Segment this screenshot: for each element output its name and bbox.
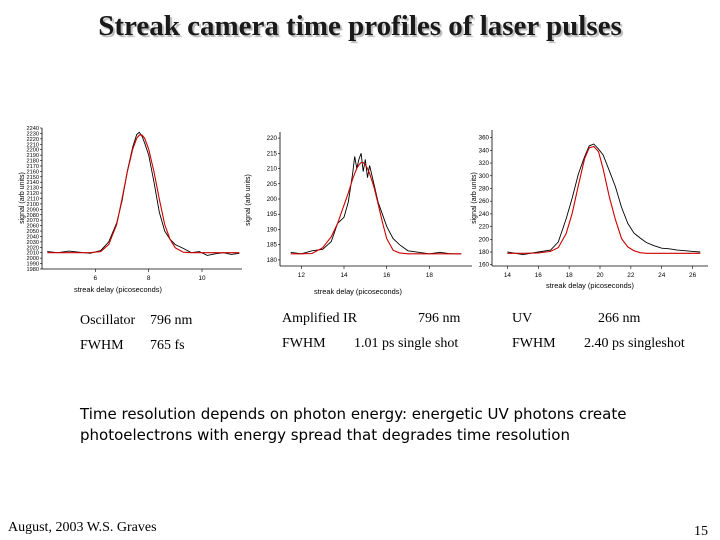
y-tick-label: 2220 bbox=[27, 137, 39, 143]
y-tick-label: 340 bbox=[479, 147, 490, 154]
uv-fwhm-label: FWHM bbox=[512, 336, 556, 351]
x-tick-label: 24 bbox=[658, 272, 666, 279]
oscillator-wavelength: 796 nm bbox=[150, 313, 193, 328]
y-tick-label: 205 bbox=[267, 181, 278, 188]
oscillator-chart: 1980199020002010202020302040205020602070… bbox=[19, 126, 242, 294]
x-tick-label: 26 bbox=[689, 272, 697, 279]
y-tick-label: 2070 bbox=[27, 218, 39, 224]
slide-title: Streak camera time profiles of laser pul… bbox=[98, 10, 622, 42]
x-tick-label: 14 bbox=[340, 272, 348, 279]
x-tick-label: 16 bbox=[383, 272, 391, 279]
y-tick-label: 2130 bbox=[27, 186, 39, 192]
x-tick-label: 16 bbox=[535, 272, 543, 279]
y-tick-label: 2200 bbox=[27, 148, 39, 154]
y-tick-label: 2140 bbox=[27, 180, 39, 186]
ir-fwhm-label: FWHM bbox=[282, 336, 326, 351]
y-tick-label: 160 bbox=[479, 262, 490, 269]
y-tick-label: 220 bbox=[267, 135, 278, 142]
oscillator-fwhm-value: 765 fs bbox=[150, 338, 185, 353]
uv-name: UV bbox=[512, 311, 533, 326]
footer-author-date: August, 2003 W.S. Graves bbox=[8, 520, 157, 535]
y-tick-label: 2230 bbox=[27, 131, 39, 137]
uv-chart: 160 180 200 220 240 260 280 300 320 340 360 14 16 18 2… bbox=[471, 130, 708, 290]
oscillator-name: Oscillator bbox=[80, 313, 136, 328]
y-tick-label: 180 bbox=[479, 249, 490, 256]
y-tick-label: 2060 bbox=[27, 224, 39, 230]
y-tick-label: 2120 bbox=[27, 191, 39, 197]
x-tick-label: 20 bbox=[596, 272, 604, 279]
y-tick-label: 240 bbox=[479, 211, 490, 218]
y-tick-label: 1990 bbox=[27, 262, 39, 268]
y-tick-label: 1980 bbox=[27, 267, 39, 273]
y-tick-label: 2020 bbox=[27, 245, 39, 251]
oscillator-fwhm-label: FWHM bbox=[80, 338, 124, 353]
page-number: 15 bbox=[694, 524, 708, 539]
measured-series-line bbox=[290, 153, 462, 255]
measured-series-line bbox=[47, 131, 240, 256]
y-tick-label: 210 bbox=[267, 166, 278, 173]
y-tick-label: 200 bbox=[267, 196, 278, 203]
y-tick-label: 2010 bbox=[27, 251, 39, 257]
x-axis-label: streak delay (picoseconds) bbox=[74, 285, 162, 294]
y-tick-label: 215 bbox=[267, 150, 278, 157]
amplified-ir-chart: 180 185 190 195 200 205 210 215 220 12 14 16 18 strea… bbox=[245, 132, 472, 296]
time-resolution-note: Time resolution depends on photon energy… bbox=[80, 405, 627, 444]
uv-fwhm-value: 2.40 ps singleshot bbox=[584, 336, 685, 351]
y-tick-label: 195 bbox=[267, 211, 278, 218]
x-tick-label: 10 bbox=[198, 275, 206, 282]
fit-series-line bbox=[507, 145, 701, 254]
y-axis-label: signal (arb units) bbox=[19, 172, 26, 224]
y-tick-label: 220 bbox=[479, 224, 490, 231]
ir-fwhm-value: 1.01 ps single shot bbox=[354, 336, 459, 351]
y-tick-label: 280 bbox=[479, 185, 490, 192]
y-tick-label: 2240 bbox=[27, 126, 39, 132]
fit-series-line bbox=[290, 161, 462, 255]
y-tick-label: 2050 bbox=[27, 229, 39, 235]
y-tick-label: 2090 bbox=[27, 207, 39, 213]
y-tick-label: 2190 bbox=[27, 153, 39, 159]
x-tick-label: 12 bbox=[298, 272, 306, 279]
fit-series-line bbox=[47, 134, 240, 254]
y-tick-label: 2170 bbox=[27, 164, 39, 170]
y-tick-label: 320 bbox=[479, 160, 490, 167]
y-tick-label: 2110 bbox=[27, 197, 39, 203]
y-tick-label: 2100 bbox=[27, 202, 39, 208]
uv-wavelength: 266 nm bbox=[598, 311, 641, 326]
y-tick-label: 2000 bbox=[27, 256, 39, 262]
measured-series-line bbox=[507, 143, 701, 256]
y-tick-label: 360 bbox=[479, 135, 490, 142]
ir-name: Amplified IR bbox=[282, 311, 358, 326]
y-tick-label: 2080 bbox=[27, 213, 39, 219]
x-tick-label: 8 bbox=[147, 275, 151, 282]
y-tick-label: 2160 bbox=[27, 169, 39, 175]
y-tick-label: 2150 bbox=[27, 175, 39, 181]
y-tick-label: 2040 bbox=[27, 234, 39, 240]
y-tick-label: 180 bbox=[267, 257, 278, 264]
y-tick-label: 185 bbox=[267, 242, 278, 249]
y-tick-label: 2180 bbox=[27, 159, 39, 165]
x-tick-label: 6 bbox=[94, 275, 98, 282]
y-tick-label: 200 bbox=[479, 236, 490, 243]
ir-wavelength: 796 nm bbox=[418, 311, 461, 326]
y-tick-label: 260 bbox=[479, 198, 490, 205]
y-tick-label: 300 bbox=[479, 173, 490, 180]
x-tick-label: 22 bbox=[627, 272, 635, 279]
y-axis-label: signal (arb units) bbox=[471, 172, 478, 224]
x-axis-label: streak delay (picoseconds) bbox=[314, 287, 402, 296]
y-axis-label: signal (arb units) bbox=[245, 174, 252, 226]
x-axis-label: streak delay (picoseconds) bbox=[546, 281, 634, 290]
y-tick-label: 2210 bbox=[27, 142, 39, 148]
x-tick-label: 14 bbox=[504, 272, 512, 279]
x-tick-label: 18 bbox=[566, 272, 574, 279]
y-tick-label: 190 bbox=[267, 226, 278, 233]
x-tick-label: 18 bbox=[426, 272, 434, 279]
y-tick-label: 2030 bbox=[27, 240, 39, 246]
